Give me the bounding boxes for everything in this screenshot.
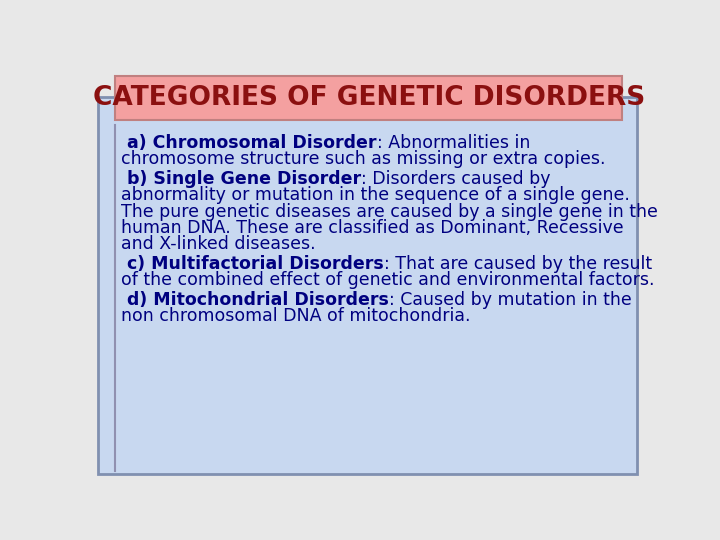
- Text: : Caused by mutation in the: : Caused by mutation in the: [389, 291, 631, 309]
- Text: of the combined effect of genetic and environmental factors.: of the combined effect of genetic and en…: [121, 271, 654, 289]
- Text: CATEGORIES OF GENETIC DISORDERS: CATEGORIES OF GENETIC DISORDERS: [93, 85, 645, 111]
- Text: : Disorders caused by: : Disorders caused by: [361, 170, 551, 188]
- Text: : That are caused by the result: : That are caused by the result: [384, 255, 652, 273]
- Text: non chromosomal DNA of mitochondria.: non chromosomal DNA of mitochondria.: [121, 307, 471, 325]
- Text: c) Multifactorial Disorders: c) Multifactorial Disorders: [121, 255, 384, 273]
- Text: b) Single Gene Disorder: b) Single Gene Disorder: [121, 170, 361, 188]
- FancyBboxPatch shape: [115, 76, 621, 120]
- FancyBboxPatch shape: [98, 97, 637, 475]
- Text: human DNA. These are classified as Dominant, Recessive: human DNA. These are classified as Domin…: [121, 219, 624, 237]
- Text: abnormality or mutation in the sequence of a single gene.: abnormality or mutation in the sequence …: [121, 186, 630, 205]
- Text: chromosome structure such as missing or extra copies.: chromosome structure such as missing or …: [121, 150, 606, 168]
- Text: and X-linked diseases.: and X-linked diseases.: [121, 235, 315, 253]
- Text: : Abnormalities in: : Abnormalities in: [377, 134, 530, 152]
- Text: a) Chromosomal Disorder: a) Chromosomal Disorder: [121, 134, 377, 152]
- Text: The pure genetic diseases are caused by a single gene in the: The pure genetic diseases are caused by …: [121, 202, 658, 221]
- Text: d) Mitochondrial Disorders: d) Mitochondrial Disorders: [121, 291, 389, 309]
